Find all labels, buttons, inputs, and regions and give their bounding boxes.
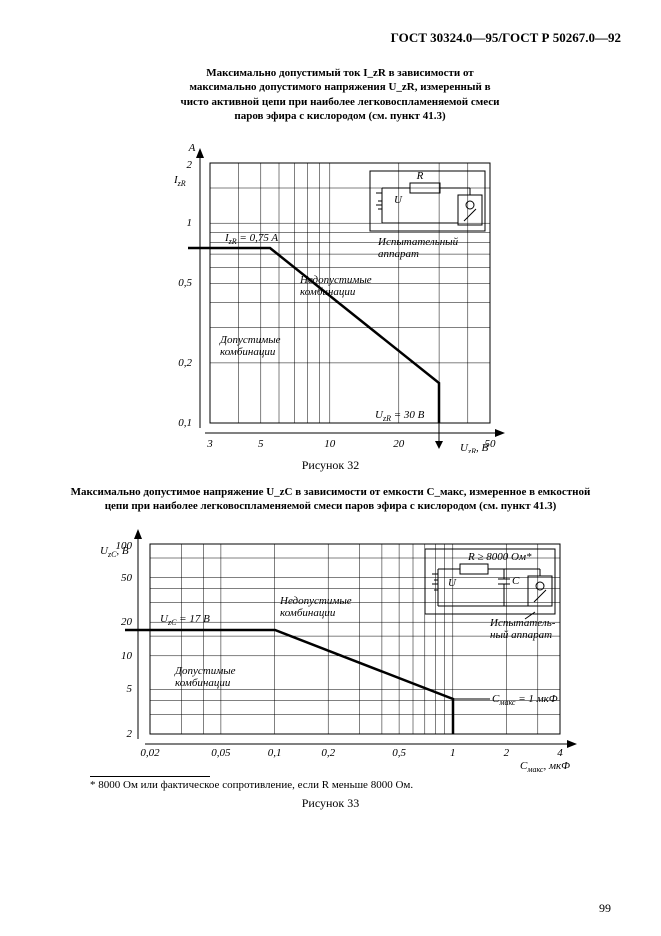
svg-text:5: 5 bbox=[258, 438, 264, 450]
svg-text:UzC, В: UzC, В bbox=[100, 545, 129, 559]
svg-text:UzC = 17 В: UzC = 17 В bbox=[160, 613, 210, 627]
figure32-chart: 3 5 10 20 50 0,1 0,2 0,5 1 2 A IzR UzR, … bbox=[150, 133, 530, 453]
svg-text:2: 2 bbox=[504, 747, 510, 759]
figure32-caption: Максимально допустимый ток I_zR в зависи… bbox=[180, 66, 500, 123]
svg-text:A: A bbox=[188, 142, 196, 154]
svg-text:1: 1 bbox=[187, 217, 193, 229]
svg-text:Недопустимыекомбинации: Недопустимыекомбинации bbox=[279, 595, 352, 619]
svg-text:U: U bbox=[448, 577, 457, 589]
figure33-caption: Максимально допустимое напряжение U_zC в… bbox=[61, 485, 601, 514]
svg-text:R: R bbox=[416, 170, 424, 182]
svg-text:R ≥ 8000 Ом*: R ≥ 8000 Ом* bbox=[467, 551, 532, 563]
svg-text:0,2: 0,2 bbox=[178, 357, 192, 369]
page-number: 99 bbox=[599, 901, 611, 916]
svg-text:20: 20 bbox=[393, 438, 405, 450]
svg-text:Cмакс = 1 мкФ: Cмакс = 1 мкФ bbox=[492, 693, 558, 707]
svg-text:IzR = 0,75 A: IzR = 0,75 A bbox=[224, 232, 278, 246]
svg-text:Допустимыекомбинации: Допустимыекомбинации bbox=[219, 334, 281, 358]
svg-text:UzR, В: UzR, В bbox=[460, 442, 488, 453]
figure33-footnote: * 8000 Ом или фактическое сопротивление,… bbox=[90, 779, 621, 791]
svg-text:0,5: 0,5 bbox=[392, 747, 406, 759]
figure33-label: Рисунок 33 bbox=[40, 796, 621, 811]
figure32-label: Рисунок 32 bbox=[40, 458, 621, 473]
page: ГОСТ 30324.0—95/ГОСТ Р 50267.0—92 Максим… bbox=[0, 0, 661, 936]
svg-text:0,1: 0,1 bbox=[178, 417, 192, 429]
svg-text:10: 10 bbox=[324, 438, 336, 450]
svg-text:0,05: 0,05 bbox=[211, 747, 231, 759]
document-header: ГОСТ 30324.0—95/ГОСТ Р 50267.0—92 bbox=[40, 30, 621, 46]
figure33-chart: 0,02 0,05 0,1 0,2 0,5 1 2 4 2 5 10 20 50… bbox=[80, 524, 600, 774]
svg-text:0,02: 0,02 bbox=[140, 747, 160, 759]
svg-text:C: C bbox=[512, 575, 520, 587]
svg-text:2: 2 bbox=[187, 159, 193, 171]
svg-text:Недопустимыекомбинации: Недопустимыекомбинации bbox=[299, 274, 372, 298]
svg-text:Допустимыекомбинации: Допустимыекомбинации bbox=[174, 665, 236, 689]
svg-text:2: 2 bbox=[127, 728, 133, 740]
footnote-rule bbox=[90, 776, 210, 777]
svg-text:U: U bbox=[394, 194, 403, 206]
svg-text:IzR: IzR bbox=[173, 174, 186, 188]
svg-text:0,5: 0,5 bbox=[178, 277, 192, 289]
svg-text:UzR = 30 В: UzR = 30 В bbox=[375, 409, 425, 423]
svg-text:3: 3 bbox=[206, 438, 213, 450]
svg-text:10: 10 bbox=[121, 650, 133, 662]
svg-text:0,1: 0,1 bbox=[268, 747, 282, 759]
svg-text:50: 50 bbox=[121, 572, 133, 584]
svg-text:4: 4 bbox=[557, 747, 563, 759]
svg-text:Испытатель-ный аппарат: Испытатель-ный аппарат bbox=[489, 617, 556, 641]
svg-text:0,2: 0,2 bbox=[321, 747, 335, 759]
svg-text:Испытательныйаппарат: Испытательныйаппарат bbox=[377, 236, 459, 260]
svg-text:Cмакс, мкФ: Cмакс, мкФ bbox=[520, 760, 570, 774]
svg-text:1: 1 bbox=[450, 747, 456, 759]
svg-text:5: 5 bbox=[127, 683, 133, 695]
svg-text:20: 20 bbox=[121, 616, 133, 628]
